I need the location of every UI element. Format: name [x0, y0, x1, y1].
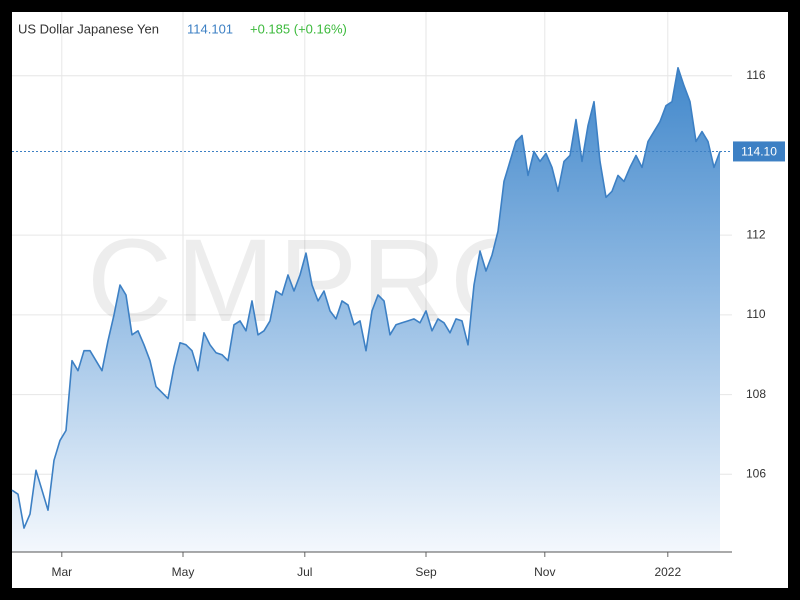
- x-tick-label: Mar: [51, 565, 72, 579]
- chart-title: US Dollar Japanese Yen: [18, 21, 159, 36]
- price: 114.101: [187, 21, 233, 36]
- y-tick-label: 110: [746, 307, 765, 321]
- change: +0.185 (+0.16%): [250, 21, 347, 36]
- y-tick-label: 116: [746, 68, 765, 82]
- x-tick-label: Nov: [534, 565, 555, 579]
- y-tick-label: 106: [746, 466, 766, 480]
- x-tick-label: Jul: [297, 565, 312, 579]
- x-tick-label: Sep: [415, 565, 437, 579]
- x-tick-label: May: [172, 565, 195, 579]
- area: [12, 67, 720, 553]
- line: [11, 67, 721, 529]
- y-tick-label: 108: [746, 387, 766, 401]
- y-tick-label: 112: [746, 227, 765, 241]
- plot: [11, 67, 721, 553]
- last-value-box: [733, 141, 785, 162]
- x-tick-label: 2022: [654, 565, 681, 579]
- last-value-label: 114.10: [741, 145, 777, 159]
